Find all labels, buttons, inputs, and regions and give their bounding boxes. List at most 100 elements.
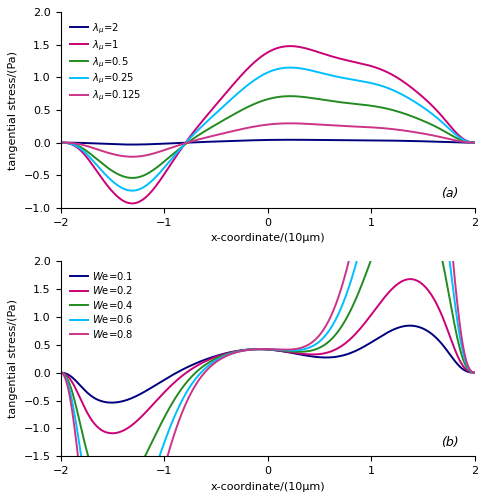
$\lambda_{\mu}$=0.5 [384, 106, 390, 112]
$\mathit{W}$e=0.1 [461, 366, 467, 372]
Line: $\mathit{W}$e=0.4: $\mathit{W}$e=0.4 [60, 186, 475, 494]
$\lambda_{\mu}$=0.5 [130, 175, 135, 181]
$\mathit{W}$e=0.4 [472, 370, 478, 376]
$\lambda_{\mu}$=0.125 [260, 122, 265, 128]
$\mathit{W}$e=0.8 [260, 346, 265, 352]
$\lambda_{\mu}$=0.25 [384, 85, 390, 91]
Text: (b): (b) [441, 436, 459, 448]
$\lambda_{\mu}$=0.125 [287, 120, 293, 126]
$\mathit{W}$e=0.1 [260, 346, 265, 352]
$\mathit{W}$e=0.2 [57, 370, 63, 376]
$\lambda_{\mu}$=0.25 [460, 137, 466, 143]
$\lambda_{\mu}$=2 [260, 137, 265, 143]
$\mathit{W}$e=0.8 [57, 370, 63, 376]
$\mathit{W}$e=0.6 [461, 352, 467, 358]
$\mathit{W}$e=0.8 [461, 346, 467, 352]
$\mathit{W}$e=0.4 [460, 357, 466, 363]
$\lambda_{\mu}$=0.125 [461, 139, 467, 145]
$\mathit{W}$e=0.4 [110, 492, 115, 498]
$\mathit{W}$e=0.1 [407, 322, 413, 328]
$\lambda_{\mu}$=1 [79, 148, 85, 154]
Y-axis label: tangential stress/(Pa): tangential stress/(Pa) [8, 299, 19, 418]
X-axis label: x-coordinate/(10μm): x-coordinate/(10μm) [210, 482, 325, 492]
$\mathit{W}$e=0.2 [461, 364, 467, 370]
Line: $\lambda_{\mu}$=0.25: $\lambda_{\mu}$=0.25 [60, 68, 475, 190]
$\mathit{W}$e=0.4 [79, 428, 85, 434]
$\lambda_{\mu}$=2 [248, 138, 254, 143]
$\mathit{W}$e=0.2 [407, 276, 413, 282]
Line: $\mathit{W}$e=0.2: $\mathit{W}$e=0.2 [60, 279, 475, 434]
Legend: $\lambda_{\mu}$=2, $\lambda_{\mu}$=1, $\lambda_{\mu}$=0.5, $\lambda_{\mu}$=0.25,: $\lambda_{\mu}$=2, $\lambda_{\mu}$=1, $\… [66, 18, 145, 108]
$\mathit{W}$e=0.1 [384, 330, 390, 336]
$\lambda_{\mu}$=0.25 [260, 72, 265, 78]
$\lambda_{\mu}$=1 [57, 140, 63, 145]
$\mathit{W}$e=0.8 [472, 370, 478, 376]
$\lambda_{\mu}$=0.25 [57, 140, 63, 145]
$\mathit{W}$e=0.2 [384, 291, 390, 297]
Text: (a): (a) [441, 187, 459, 200]
$\lambda_{\mu}$=2 [472, 140, 478, 145]
Line: $\lambda_{\mu}$=2: $\lambda_{\mu}$=2 [60, 140, 475, 144]
$\lambda_{\mu}$=2 [461, 140, 467, 145]
$\mathit{W}$e=0.2 [472, 370, 478, 376]
$\lambda_{\mu}$=0.25 [461, 137, 467, 143]
$\lambda_{\mu}$=1 [461, 136, 467, 142]
$\lambda_{\mu}$=2 [79, 140, 85, 146]
$\mathit{W}$e=0.8 [408, 0, 413, 3]
$\mathit{W}$e=0.2 [460, 364, 466, 370]
$\mathit{W}$e=0.1 [248, 346, 254, 352]
$\lambda_{\mu}$=0.5 [461, 138, 467, 144]
$\mathit{W}$e=0.6 [57, 370, 63, 376]
$\mathit{W}$e=0.2 [260, 346, 265, 352]
$\mathit{W}$e=0.4 [384, 214, 390, 220]
Legend: $\mathit{W}$e=0.1, $\mathit{W}$e=0.2, $\mathit{W}$e=0.4, $\mathit{W}$e=0.6, $\ma: $\mathit{W}$e=0.1, $\mathit{W}$e=0.2, $\… [66, 266, 137, 344]
$\lambda_{\mu}$=2 [460, 140, 466, 145]
$\mathit{W}$e=0.6 [460, 350, 466, 356]
$\lambda_{\mu}$=0.125 [130, 154, 135, 160]
$\lambda_{\mu}$=0.5 [260, 98, 265, 104]
$\mathit{W}$e=0.4 [260, 346, 265, 352]
$\mathit{W}$e=0.8 [248, 346, 254, 352]
$\lambda_{\mu}$=0.25 [248, 80, 254, 86]
$\lambda_{\mu}$=0.5 [248, 102, 254, 108]
$\lambda_{\mu}$=0.5 [472, 140, 478, 145]
$\lambda_{\mu}$=0.25 [129, 188, 135, 194]
$\mathit{W}$e=0.6 [472, 370, 478, 376]
$\mathit{W}$e=0.6 [79, 457, 85, 463]
$\mathit{W}$e=0.1 [57, 370, 63, 376]
$\lambda_{\mu}$=0.5 [57, 140, 63, 145]
$\mathit{W}$e=0.2 [79, 398, 85, 404]
$\lambda_{\mu}$=1 [460, 136, 466, 142]
Line: $\mathit{W}$e=0.6: $\mathit{W}$e=0.6 [60, 93, 475, 500]
$\mathit{W}$e=0.8 [460, 344, 466, 350]
$\mathit{W}$e=0.2 [109, 430, 115, 436]
$\lambda_{\mu}$=1 [248, 62, 254, 68]
$\mathit{W}$e=0.1 [109, 400, 114, 406]
$\lambda_{\mu}$=0.125 [79, 142, 85, 148]
Line: $\lambda_{\mu}$=0.5: $\lambda_{\mu}$=0.5 [60, 96, 475, 178]
$\mathit{W}$e=0.4 [57, 370, 63, 376]
$\mathit{W}$e=0.6 [384, 137, 390, 143]
$\mathit{W}$e=0.4 [461, 358, 467, 364]
$\mathit{W}$e=0.1 [460, 366, 466, 372]
$\lambda_{\mu}$=0.125 [472, 140, 478, 145]
$\lambda_{\mu}$=0.5 [460, 138, 466, 144]
$\mathit{W}$e=0.8 [384, 60, 390, 66]
$\mathit{W}$e=0.4 [248, 346, 254, 352]
$\mathit{W}$e=0.1 [472, 370, 478, 376]
Line: $\mathit{W}$e=0.8: $\mathit{W}$e=0.8 [60, 0, 475, 500]
Line: $\lambda_{\mu}$=0.125: $\lambda_{\mu}$=0.125 [60, 124, 475, 156]
$\lambda_{\mu}$=1 [384, 69, 390, 75]
$\mathit{W}$e=0.8 [79, 486, 85, 492]
$\mathit{W}$e=0.4 [408, 183, 413, 189]
Line: $\lambda_{\mu}$=1: $\lambda_{\mu}$=1 [60, 46, 475, 203]
$\lambda_{\mu}$=0.25 [79, 146, 85, 152]
Y-axis label: tangential stress/(Pa): tangential stress/(Pa) [8, 50, 19, 170]
X-axis label: x-coordinate/(10μm): x-coordinate/(10μm) [210, 233, 325, 243]
$\lambda_{\mu}$=0.125 [248, 124, 254, 130]
$\mathit{W}$e=0.1 [79, 384, 85, 390]
$\lambda_{\mu}$=1 [260, 53, 265, 59]
$\mathit{W}$e=0.6 [260, 346, 265, 352]
$\mathit{W}$e=0.6 [248, 346, 254, 352]
$\lambda_{\mu}$=0.125 [384, 126, 390, 132]
